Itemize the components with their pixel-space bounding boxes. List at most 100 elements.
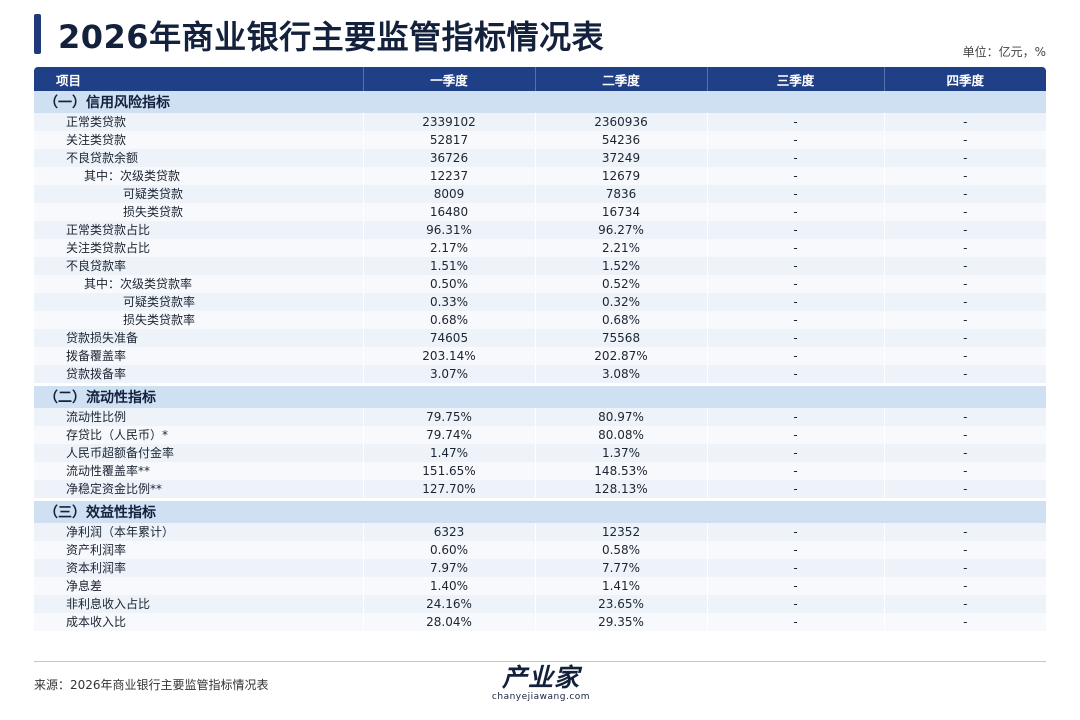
column-header-item: 项目	[34, 67, 364, 91]
cell-q2: 75568	[535, 329, 708, 347]
cell-q3: -	[707, 426, 885, 444]
cell-q4: -	[884, 444, 1046, 462]
row-label: 正常类贷款	[34, 113, 364, 131]
row-label: 净利润（本年累计）	[34, 523, 364, 541]
section-title: （一）信用风险指标	[34, 91, 1046, 113]
cell-q1: 0.60%	[363, 541, 536, 559]
cell-q3: -	[707, 293, 885, 311]
cell-q2: 80.97%	[535, 408, 708, 426]
cell-q1: 2.17%	[363, 239, 536, 257]
section-title: （二）流动性指标	[34, 386, 1046, 408]
row-label: 拨备覆盖率	[34, 347, 364, 365]
cell-q3: -	[707, 113, 885, 131]
indicator-table: 项目 一季度 二季度 三季度 四季度 （一）信用风险指标 正常类贷款 2339102…	[34, 67, 1046, 631]
cell-q3: -	[707, 613, 885, 631]
cell-q3: -	[707, 365, 885, 383]
column-header-q1: 一季度	[363, 67, 536, 91]
row-label: 流动性比例	[34, 408, 364, 426]
cell-q2: 1.37%	[535, 444, 708, 462]
cell-q3: -	[707, 480, 885, 498]
cell-q4: -	[884, 365, 1046, 383]
table-row: 净稳定资金比例** 127.70% 128.13% - -	[34, 480, 1046, 498]
cell-q2: 0.58%	[535, 541, 708, 559]
row-label: 资本利润率	[34, 559, 364, 577]
table-row: 关注类贷款 52817 54236- -	[34, 131, 1046, 149]
column-header-q2: 二季度	[535, 67, 708, 91]
cell-q4: -	[884, 149, 1046, 167]
cell-q2: 7836	[535, 185, 708, 203]
cell-q1: 36726	[363, 149, 536, 167]
cell-q4: -	[884, 185, 1046, 203]
cell-q3: -	[707, 408, 885, 426]
cell-q1: 12237	[363, 167, 536, 185]
cell-q1: 74605	[363, 329, 536, 347]
cell-q1: 1.51%	[363, 257, 536, 275]
cell-q4: -	[884, 167, 1046, 185]
cell-q3: -	[707, 239, 885, 257]
cell-q3: -	[707, 257, 885, 275]
table-row: 流动性覆盖率** 151.65% 148.53% - -	[34, 462, 1046, 480]
cell-q2: 54236	[535, 131, 708, 149]
cell-q1: 0.68%	[363, 311, 536, 329]
header-row: 项目 一季度 二季度 三季度 四季度	[34, 67, 1046, 91]
table-row: 正常类贷款 2339102 2360936- -	[34, 113, 1046, 131]
row-label: 损失类贷款	[34, 203, 364, 221]
row-label: 其中：次级类贷款率	[34, 275, 364, 293]
row-label: 贷款拨备率	[34, 365, 364, 383]
row-label: 关注类贷款占比	[34, 239, 364, 257]
row-label: 成本收入比	[34, 613, 364, 631]
cell-q2: 96.27%	[535, 221, 708, 239]
cell-q1: 24.16%	[363, 595, 536, 613]
cell-q4: -	[884, 257, 1046, 275]
cell-q1: 16480	[363, 203, 536, 221]
cell-q1: 1.47%	[363, 444, 536, 462]
table-row: 可疑类贷款率 0.33% 0.32% - -	[34, 293, 1046, 311]
source-note: 来源：2026年商业银行主要监管指标情况表	[34, 678, 269, 692]
table-row: 净息差 1.40% 1.41% - -	[34, 577, 1046, 595]
row-label: 其中：次级类贷款	[34, 167, 364, 185]
section-header-row: （二）流动性指标	[34, 386, 1046, 408]
cell-q3: -	[707, 347, 885, 365]
section-spacer-cell	[34, 498, 1046, 501]
section-header-row: （一）信用风险指标	[34, 91, 1046, 113]
cell-q2: 29.35%	[535, 613, 708, 631]
cell-q2: 148.53%	[535, 462, 708, 480]
column-header-q3: 三季度	[707, 67, 885, 91]
cell-q2: 2360936	[535, 113, 708, 131]
cell-q1: 1.40%	[363, 577, 536, 595]
table-row: 损失类贷款 16480 16734- -	[34, 203, 1046, 221]
cell-q1: 7.97%	[363, 559, 536, 577]
table-row: 其中：次级类贷款率 0.50% 0.52% - -	[34, 275, 1046, 293]
cell-q2: 1.52%	[535, 257, 708, 275]
cell-q2: 80.08%	[535, 426, 708, 444]
row-label: 净稳定资金比例**	[34, 480, 364, 498]
cell-q2: 37249	[535, 149, 708, 167]
cell-q2: 0.52%	[535, 275, 708, 293]
cell-q1: 6323	[363, 523, 536, 541]
cell-q4: -	[884, 559, 1046, 577]
row-label: 不良贷款率	[34, 257, 364, 275]
cell-q4: -	[884, 426, 1046, 444]
cell-q3: -	[707, 559, 885, 577]
cell-q2: 2.21%	[535, 239, 708, 257]
cell-q1: 79.75%	[363, 408, 536, 426]
row-label: 正常类贷款占比	[34, 221, 364, 239]
cell-q4: -	[884, 113, 1046, 131]
row-label: 净息差	[34, 577, 364, 595]
cell-q4: -	[884, 577, 1046, 595]
row-label: 关注类贷款	[34, 131, 364, 149]
cell-q3: -	[707, 523, 885, 541]
cell-q2: 0.32%	[535, 293, 708, 311]
table-body: （一）信用风险指标 正常类贷款 2339102 2360936- - 关注类贷款 52817…	[34, 91, 1046, 631]
cell-q2: 12679	[535, 167, 708, 185]
cell-q3: -	[707, 329, 885, 347]
cell-q1: 151.65%	[363, 462, 536, 480]
section-spacer-cell	[34, 383, 1046, 386]
section-spacer	[34, 383, 1046, 386]
cell-q4: -	[884, 523, 1046, 541]
cell-q1: 3.07%	[363, 365, 536, 383]
cell-q3: -	[707, 275, 885, 293]
table-row: 人民币超额备付金率 1.47% 1.37% - -	[34, 444, 1046, 462]
table-row: 贷款损失准备 74605 75568- -	[34, 329, 1046, 347]
cell-q4: -	[884, 613, 1046, 631]
